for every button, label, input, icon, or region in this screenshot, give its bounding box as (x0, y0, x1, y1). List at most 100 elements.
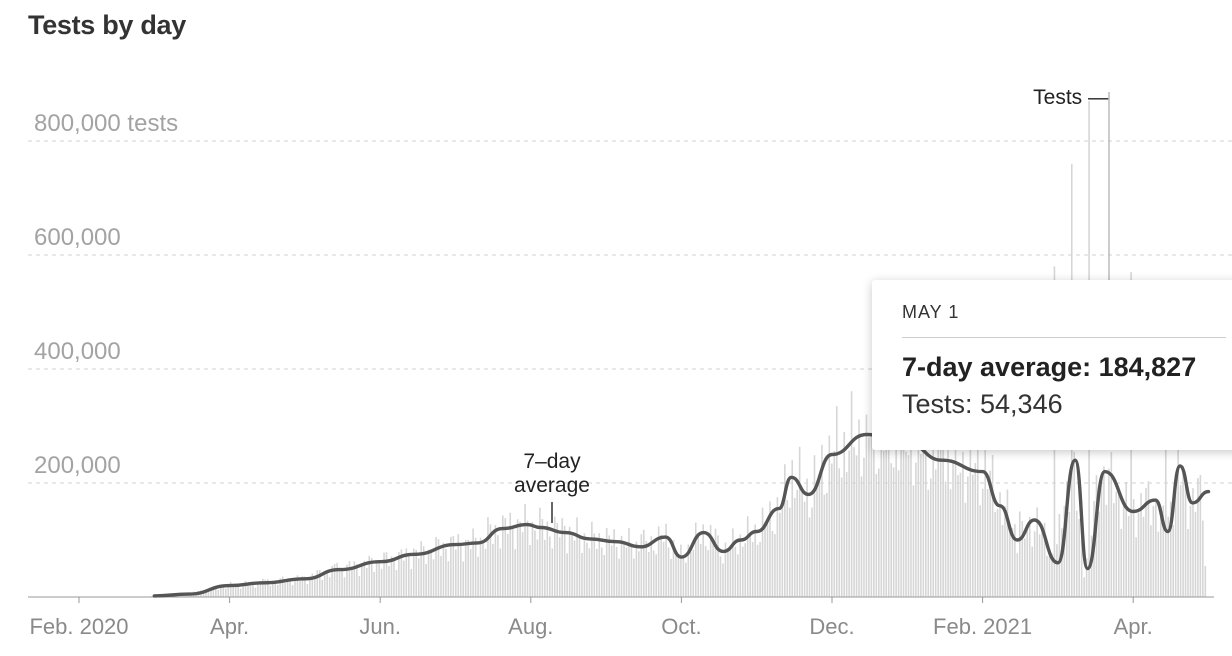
test-bar (952, 460, 954, 597)
test-bar (959, 472, 962, 597)
test-bar (514, 549, 516, 597)
tooltip-date: MAY 1 (902, 302, 960, 322)
test-bar (610, 545, 613, 597)
test-bar (440, 556, 442, 597)
test-bar (702, 524, 704, 597)
test-bar (395, 570, 398, 597)
test-bar (724, 542, 727, 597)
test-bar (860, 476, 863, 597)
seven-day-average-line-group (152, 432, 1211, 598)
test-bar (962, 451, 964, 597)
test-bar (737, 554, 739, 597)
test-bar (927, 489, 930, 597)
test-bar (1009, 528, 1011, 597)
test-bar (699, 544, 702, 597)
test-bar (910, 426, 912, 597)
test-bar (524, 503, 526, 597)
test-bar (643, 529, 645, 597)
test-bar (1036, 507, 1038, 597)
test-bar (640, 534, 643, 597)
test-bar (989, 470, 991, 597)
test-bar (954, 419, 957, 597)
test-bar (1194, 511, 1197, 597)
test-bar (227, 584, 230, 597)
test-bar (781, 503, 784, 597)
test-bar (939, 418, 942, 597)
test-bar (779, 512, 781, 597)
test-bar (553, 516, 556, 597)
test-bar (818, 478, 821, 597)
test-bar (1204, 566, 1207, 597)
test-bar (786, 499, 789, 597)
test-bar (405, 548, 408, 597)
test-bar (845, 471, 848, 597)
test-bar (368, 555, 371, 597)
test-bar (279, 578, 281, 597)
test-bar (996, 509, 999, 597)
test-bar (1083, 577, 1085, 597)
test-bar (432, 559, 435, 597)
test-bar (801, 488, 803, 597)
test-bar (1051, 553, 1053, 597)
test-bar (776, 497, 779, 597)
test-bar (1120, 528, 1123, 597)
test-bar (563, 525, 566, 597)
test-bar (892, 467, 895, 597)
test-bar (210, 590, 212, 597)
test-bar (605, 527, 608, 597)
hover-tooltip: MAY 1 7-day average: 184,827 Tests: 54,3… (872, 280, 1232, 450)
test-bar (885, 432, 888, 597)
test-bar (341, 568, 343, 597)
test-bar (890, 463, 892, 597)
test-bar (811, 507, 813, 597)
test-bar (1172, 525, 1174, 597)
test-bar (793, 497, 796, 597)
test-bar (375, 562, 378, 597)
tests-annotation-label: Tests — (1033, 86, 1109, 109)
test-bar (482, 540, 484, 597)
test-bar (234, 584, 237, 597)
test-bar (732, 528, 734, 597)
test-bar (937, 448, 939, 597)
test-bar (1140, 493, 1142, 597)
test-bar (652, 550, 655, 597)
test-bar (215, 586, 217, 597)
test-bar (328, 577, 331, 597)
test-bar (628, 528, 630, 597)
test-bar (442, 542, 445, 597)
test-bar (1197, 478, 1199, 597)
test-bar (882, 450, 885, 597)
test-bar (220, 587, 222, 597)
test-bar (385, 552, 388, 597)
test-bar (492, 543, 494, 597)
test-bar (796, 489, 798, 597)
test-bar (467, 539, 469, 597)
tests-bars (150, 101, 1207, 598)
test-bar (534, 530, 536, 597)
test-bar (316, 570, 319, 597)
test-bar (774, 534, 776, 597)
test-bar (286, 579, 289, 597)
test-bar (1043, 522, 1046, 597)
test-bar (618, 558, 620, 597)
test-bar (239, 588, 242, 597)
test-bar (415, 549, 418, 597)
test-bar (591, 521, 593, 597)
test-bar (224, 588, 227, 597)
test-bar (314, 578, 316, 597)
test-bar (576, 517, 578, 597)
test-bar (1115, 491, 1118, 597)
test-bar (915, 462, 917, 597)
test-bar (1147, 481, 1150, 597)
test-bar (506, 534, 509, 597)
test-bar (1098, 511, 1100, 597)
test-bar (972, 474, 974, 597)
test-bar (271, 582, 274, 597)
test-bar (920, 454, 922, 597)
test-bar (868, 437, 870, 597)
test-bar (187, 594, 190, 597)
chart-title: Tests by day (28, 10, 186, 40)
test-bar (380, 568, 383, 597)
